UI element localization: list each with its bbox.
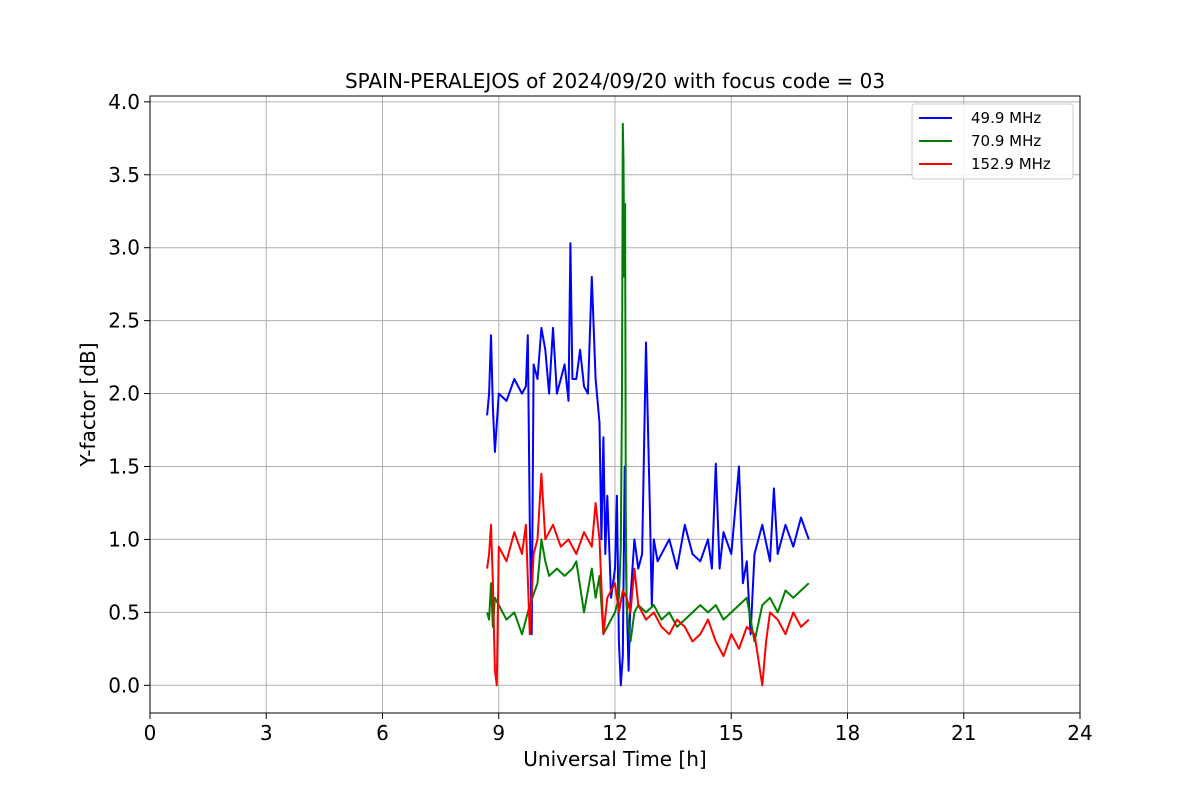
legend-label: 70.9 MHz [971, 132, 1041, 150]
x-tick-label: 0 [144, 721, 157, 745]
y-tick-label: 0.0 [108, 673, 140, 697]
y-tick-label: 4.0 [108, 90, 140, 114]
series-line-1 [486, 242, 810, 687]
x-tick-label: 6 [376, 721, 389, 745]
x-axis-label: Universal Time [h] [523, 747, 706, 771]
legend-label: 49.9 MHz [971, 109, 1041, 127]
y-tick-label: 3.5 [108, 163, 140, 187]
series-line-3 [486, 472, 810, 687]
x-tick-label: 18 [835, 721, 860, 745]
legend-label: 152.9 MHz [971, 155, 1051, 173]
y-tick-label: 2.0 [108, 382, 140, 406]
y-tick-label: 1.5 [108, 454, 140, 478]
x-tick-label: 15 [719, 721, 744, 745]
x-tick-label: 21 [951, 721, 976, 745]
x-tick-label: 9 [492, 721, 505, 745]
legend: 49.9 MHz 70.9 MHz 152.9 MHz [911, 103, 1074, 180]
legend-box [911, 103, 1074, 180]
y-tick-label: 3.0 [108, 236, 140, 260]
y-tick-label: 1.0 [108, 527, 140, 551]
series-layer [486, 122, 810, 687]
y-axis-label: Y-factor [dB] [76, 342, 100, 467]
x-tick-label: 12 [602, 721, 627, 745]
x-tick-label: 24 [1067, 721, 1092, 745]
chart-title: SPAIN-PERALEJOS of 2024/09/20 with focus… [345, 69, 885, 93]
y-tick-label: 2.5 [108, 309, 140, 333]
x-tick-label: 3 [260, 721, 273, 745]
y-tick-label: 0.5 [108, 600, 140, 624]
axis-ticks: 0 3 6 9 12 15 18 21 24 0.0 0.5 1.0 1.5 2.0 2.5 3.0 3.5 4.… [108, 90, 1093, 745]
series-line-2 [486, 122, 810, 643]
